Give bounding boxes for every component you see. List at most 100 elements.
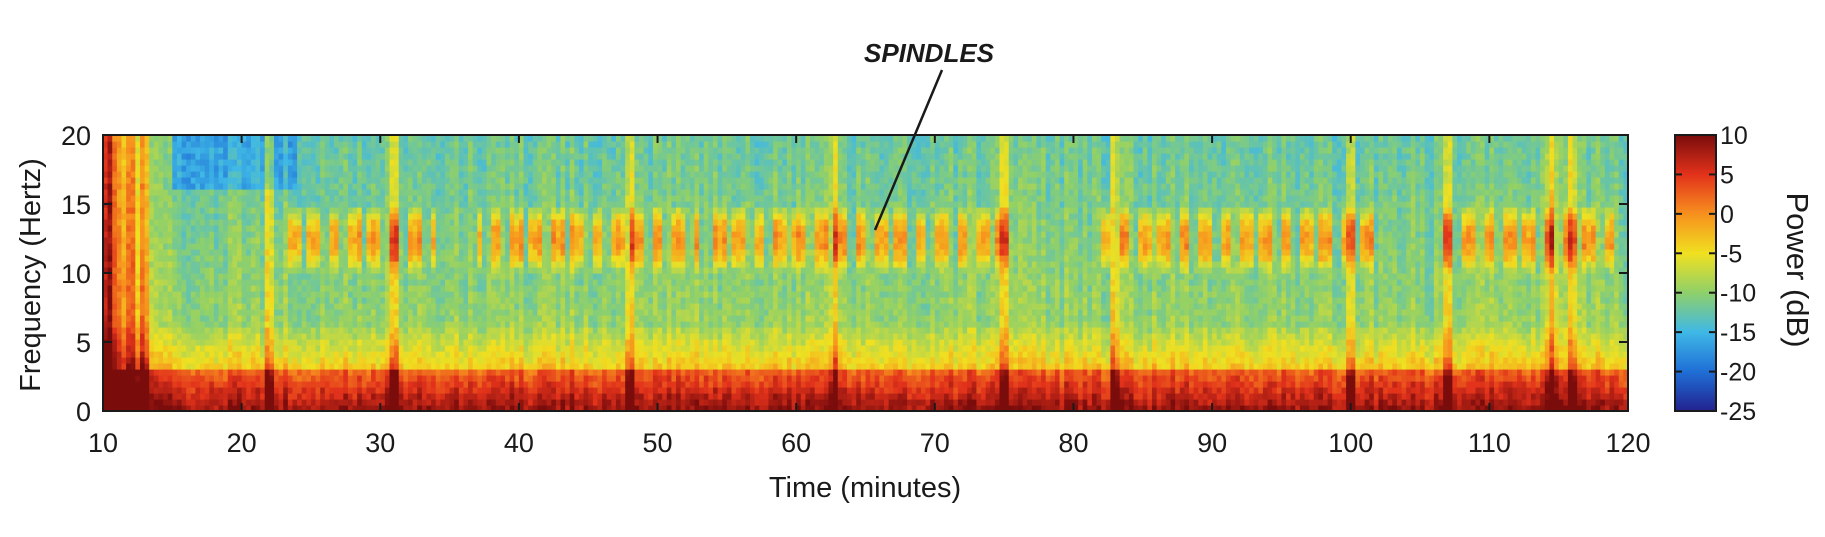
heatmap-cell [315, 225, 321, 232]
heatmap-cell [255, 405, 261, 411]
heatmap-cell [310, 297, 317, 304]
heatmap-cell [218, 357, 224, 364]
heatmap-cell [468, 225, 474, 232]
heatmap-cell [537, 285, 543, 292]
heatmap-cell [509, 177, 515, 184]
heatmap-cell [181, 147, 187, 154]
heatmap-cell [574, 201, 580, 208]
heatmap-cell [569, 225, 575, 232]
heatmap-cell [186, 363, 192, 370]
heatmap-cell [528, 135, 534, 142]
heatmap-cell [163, 309, 169, 316]
heatmap-cell [269, 171, 275, 178]
heatmap-cell [306, 393, 312, 400]
heatmap-cell [292, 357, 298, 364]
heatmap-cell [324, 291, 331, 298]
heatmap-cell [135, 219, 141, 226]
heatmap-cell [306, 183, 312, 190]
heatmap-cell [195, 219, 201, 226]
heatmap-cell [463, 279, 469, 286]
heatmap-cell [505, 177, 511, 184]
heatmap-cell [602, 333, 608, 340]
heatmap-cell [306, 333, 312, 340]
heatmap-cell [218, 297, 224, 304]
heatmap-cell [292, 405, 298, 411]
heatmap-cell [237, 273, 243, 280]
heatmap-cell [241, 297, 247, 304]
heatmap-cell [283, 261, 289, 268]
heatmap-cell [560, 147, 566, 154]
heatmap-cell [255, 387, 261, 394]
heatmap-cell [578, 201, 585, 208]
heatmap-cell [130, 369, 136, 376]
heatmap-cell [306, 153, 312, 160]
heatmap-cell [431, 279, 437, 286]
heatmap-cell [320, 237, 326, 244]
heatmap-cell [190, 321, 197, 328]
heatmap-cell [241, 327, 247, 334]
heatmap-cell [112, 405, 118, 411]
heatmap-cell [204, 231, 210, 238]
heatmap-cell [209, 291, 215, 298]
heatmap-cell [435, 153, 441, 160]
heatmap-cell [384, 213, 391, 220]
heatmap-cell [578, 177, 585, 184]
heatmap-cell [602, 297, 608, 304]
heatmap-cell [343, 393, 349, 400]
heatmap-cell [264, 147, 270, 154]
heatmap-cell [463, 165, 469, 172]
heatmap-cell [389, 237, 395, 244]
heatmap-cell [172, 135, 178, 142]
heatmap-cell [273, 285, 280, 292]
heatmap-cell [116, 213, 123, 220]
heatmap-cell [250, 381, 257, 388]
heatmap-cell [283, 207, 289, 214]
heatmap-cell [260, 279, 266, 286]
heatmap-cell [546, 201, 552, 208]
heatmap-cell [597, 363, 603, 370]
heatmap-cell [578, 345, 585, 352]
heatmap-cell [458, 243, 465, 250]
heatmap-cell [537, 279, 543, 286]
heatmap-cell [190, 261, 197, 268]
heatmap-cell [139, 195, 146, 202]
heatmap-cell [394, 405, 400, 411]
heatmap-cell [310, 321, 317, 328]
heatmap-cell [514, 315, 520, 322]
heatmap-cell [310, 327, 317, 334]
heatmap-cell [560, 309, 566, 316]
heatmap-cell [172, 249, 178, 256]
heatmap-cell [301, 171, 307, 178]
heatmap-cell [592, 183, 599, 190]
heatmap-cell [421, 399, 428, 406]
heatmap-cell [500, 165, 506, 172]
heatmap-cell [555, 285, 562, 292]
heatmap-cell [592, 159, 599, 166]
heatmap-cell [204, 165, 210, 172]
heatmap-cell [565, 273, 571, 280]
heatmap-cell [389, 399, 395, 406]
heatmap-cell [361, 321, 368, 328]
heatmap-cell [560, 207, 566, 214]
heatmap-cell [190, 189, 197, 196]
heatmap-cell [551, 255, 557, 262]
heatmap-cell [477, 177, 483, 184]
heatmap-cell [431, 399, 437, 406]
heatmap-cell [283, 177, 289, 184]
heatmap-cell [463, 357, 469, 364]
heatmap-cell [273, 339, 280, 346]
heatmap-cell [250, 339, 257, 346]
heatmap-cell [505, 141, 511, 148]
heatmap-cell [306, 255, 312, 262]
heatmap-cell [463, 207, 469, 214]
heatmap-cell [223, 141, 229, 148]
heatmap-cell [329, 153, 335, 160]
heatmap-cell [287, 237, 294, 244]
heatmap-cell [329, 327, 335, 334]
heatmap-cell [384, 333, 391, 340]
heatmap-cell [121, 267, 127, 274]
heatmap-cell [444, 321, 451, 328]
heatmap-cell [560, 159, 566, 166]
heatmap-cell [389, 285, 395, 292]
heatmap-cell [329, 201, 335, 208]
